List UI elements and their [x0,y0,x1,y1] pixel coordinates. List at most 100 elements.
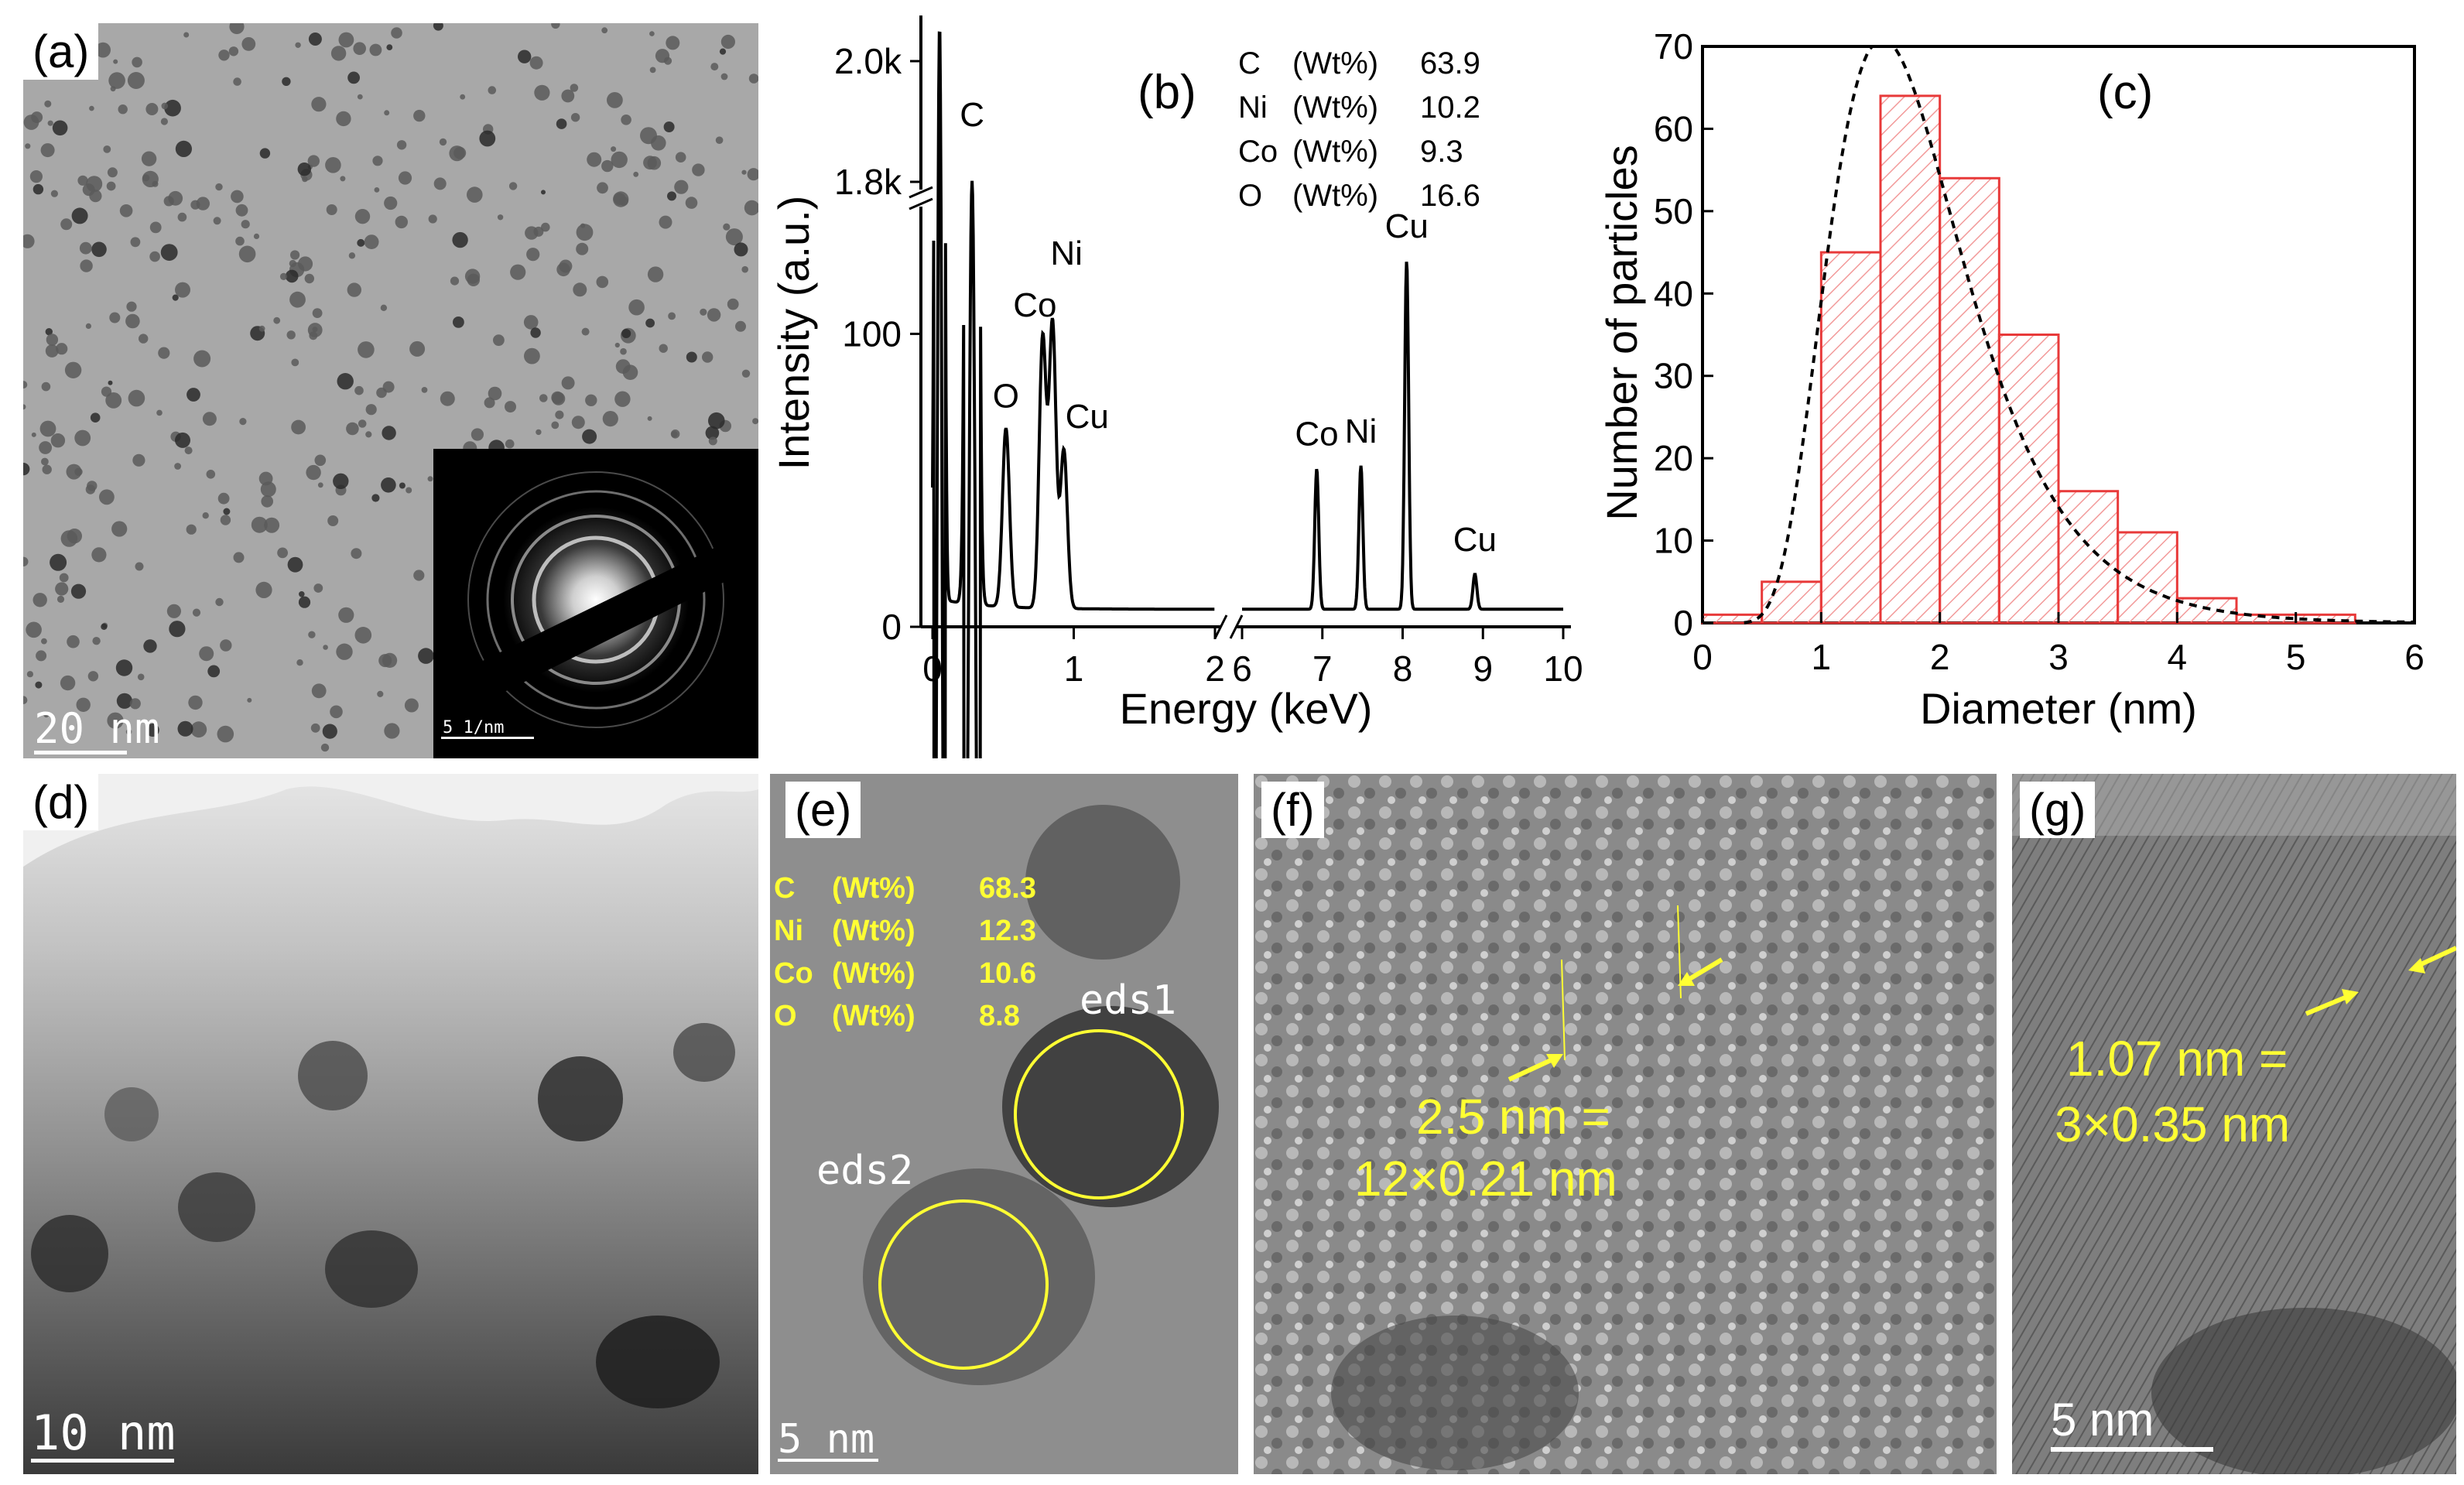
panel-a-label: (a) [23,23,99,80]
composition-unit: (Wt%) [832,872,915,905]
y-axis-label: Number of particles [1597,145,1646,521]
tem-particles-image [23,23,758,752]
inset-scale-bar-label: 5 1/nm [443,718,505,737]
composition-table: C (Wt%) 63.9 Ni (Wt%) 10.2 Co (Wt%) 9.3 O (Wt%) 16.… [1238,46,1480,213]
composition-value: 10.2 [1420,91,1480,125]
composition-element: C [1238,46,1261,80]
peak-label: Cu [1066,398,1109,436]
panel-g-label: (g) [2020,782,2096,838]
x-tick-label: 8 [1393,648,1413,689]
peak-label: C [960,96,984,134]
histogram-bar [1819,251,1882,624]
x-tick-label: 4 [2168,637,2188,677]
diffraction-pattern [433,471,758,728]
composition-value: 8.8 [979,1000,1020,1032]
x-axis-label: Energy (keV) [1120,684,1373,733]
y-tick-label: 20 [1654,438,1693,478]
inset-scale-bar [441,737,534,739]
scale-bar-label: 5 nm [2051,1394,2154,1446]
scale-bar-label: 5 nm [778,1416,875,1463]
panel-e-label: (e) [785,782,861,838]
peak-label: Ni [1345,412,1377,450]
panel-f-label: (f) [1261,782,1324,838]
histogram-bar [1701,613,1764,624]
composition-element: O [1238,179,1262,213]
composition-element: Co [1238,135,1278,169]
x-tick-label: 9 [1473,648,1493,689]
composition-element: Ni [774,915,803,947]
eds1-label: eds1 [1080,977,1176,1024]
eds2-label: eds2 [816,1148,913,1194]
lattice-annotation-line2: 12×0.21 nm [1354,1151,1617,1206]
tem-image-d [23,774,758,1474]
x-tick-label: 1 [1812,637,1832,677]
scale-bar-label: 20 nm [34,704,160,753]
x-tick-label: 2 [1930,637,1950,677]
peak-label: O [993,377,1019,415]
panel-e-hrtem-image: eds1 eds2 C (Wt%) 68.3 Ni (Wt%) 12.3 Co (Wt%) 10… [770,774,1238,1474]
peak-label: Ni [1050,234,1083,272]
x-tick-label: 6 [1232,648,1252,689]
peak-label: Cu [1453,521,1497,559]
lognormal-fit-curve [1744,45,2414,624]
composition-value: 12.3 [979,915,1036,947]
y-axis-label: Intensity (a.u.) [769,196,818,470]
x-axis-label: Diameter (nm) [1920,684,2197,733]
histogram-bar [2175,597,2238,624]
composition-element: O [774,1000,797,1032]
histogram-bar [1879,94,1942,624]
lattice-annotation-line1: 2.5 nm = [1416,1089,1610,1145]
composition-table: C (Wt%) 68.3 Ni (Wt%) 12.3 Co (Wt%) 10.6 O (Wt%) 8.… [774,872,1036,1032]
y-tick-label: 10 [1654,521,1693,561]
composition-value: 68.3 [979,872,1036,905]
x-tick-label: 6 [2404,637,2425,677]
composition-value: 63.9 [1420,46,1480,80]
scale-bar [778,1459,878,1462]
x-tick-label: 0 [1692,637,1713,677]
x-tick-label: 7 [1312,648,1333,689]
composition-unit: (Wt%) [1292,135,1378,169]
panel-g-hrtem-image: 1.07 nm = 3×0.35 nm (g) 5 nm [2012,774,2456,1474]
scale-bar [31,1459,174,1463]
y-tick-label: 40 [1654,273,1693,313]
composition-unit: (Wt%) [832,1000,915,1032]
y-tick-label: 0 [881,607,902,647]
x-tick-label: 2 [1205,648,1225,689]
scale-bar [34,751,127,754]
eds1-circle [1014,1029,1184,1199]
histogram-bar [1761,580,1822,624]
composition-unit: (Wt%) [1292,179,1378,213]
composition-value: 9.3 [1420,135,1463,169]
composition-unit: (Wt%) [832,957,915,990]
x-tick-label: 3 [2048,637,2069,677]
histogram-bar [1997,334,2060,624]
histogram-bar [2057,490,2120,624]
composition-element: Ni [1238,91,1268,125]
histogram-bar [1939,176,2000,624]
composition-element: C [774,872,795,905]
saed-inset: 5 1/nm [433,449,758,758]
peak-label: Cu [1385,207,1429,245]
peak-label: Co [1295,416,1338,453]
x-tick-label: 1 [1064,648,1084,689]
scale-bar-label: 10 nm [31,1405,176,1461]
lattice-annotation-line1: 1.07 nm = [2066,1031,2288,1086]
y-tick-label: 0 [1673,603,1693,643]
y-tick-label: 2.0k [834,41,902,81]
y-tick-label: 100 [842,313,902,354]
y-tick-label: 50 [1654,191,1693,231]
lattice-annotation-line2: 3×0.35 nm [2055,1097,2290,1152]
y-tick-label: 1.8k [834,162,902,202]
panel-b-label: (b) [1138,66,1196,119]
peak-label: Co [1013,286,1056,324]
hrtem-image-g: 1.07 nm = 3×0.35 nm [2012,774,2456,1474]
panel-d-tem-image: (d) 10 nm [23,774,758,1474]
composition-unit: (Wt%) [1292,91,1378,125]
panel-c-label: (c) [2097,66,2153,119]
composition-unit: (Wt%) [1292,46,1378,80]
spectrum-line [931,31,1563,758]
x-tick-label: 5 [2286,637,2306,677]
panel-d-label: (d) [23,774,99,830]
composition-value: 10.6 [979,957,1036,990]
